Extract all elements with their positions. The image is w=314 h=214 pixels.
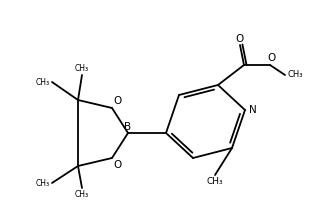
- Text: CH₃: CH₃: [36, 178, 50, 187]
- Text: CH₃: CH₃: [36, 77, 50, 86]
- Text: CH₃: CH₃: [287, 70, 302, 79]
- Text: CH₃: CH₃: [75, 64, 89, 73]
- Text: O: O: [113, 160, 121, 170]
- Text: CH₃: CH₃: [75, 190, 89, 199]
- Text: N: N: [249, 105, 257, 115]
- Text: O: O: [113, 96, 121, 106]
- Text: CH₃: CH₃: [207, 177, 223, 186]
- Text: O: O: [267, 53, 275, 63]
- Text: O: O: [236, 34, 244, 44]
- Text: B: B: [124, 122, 132, 132]
